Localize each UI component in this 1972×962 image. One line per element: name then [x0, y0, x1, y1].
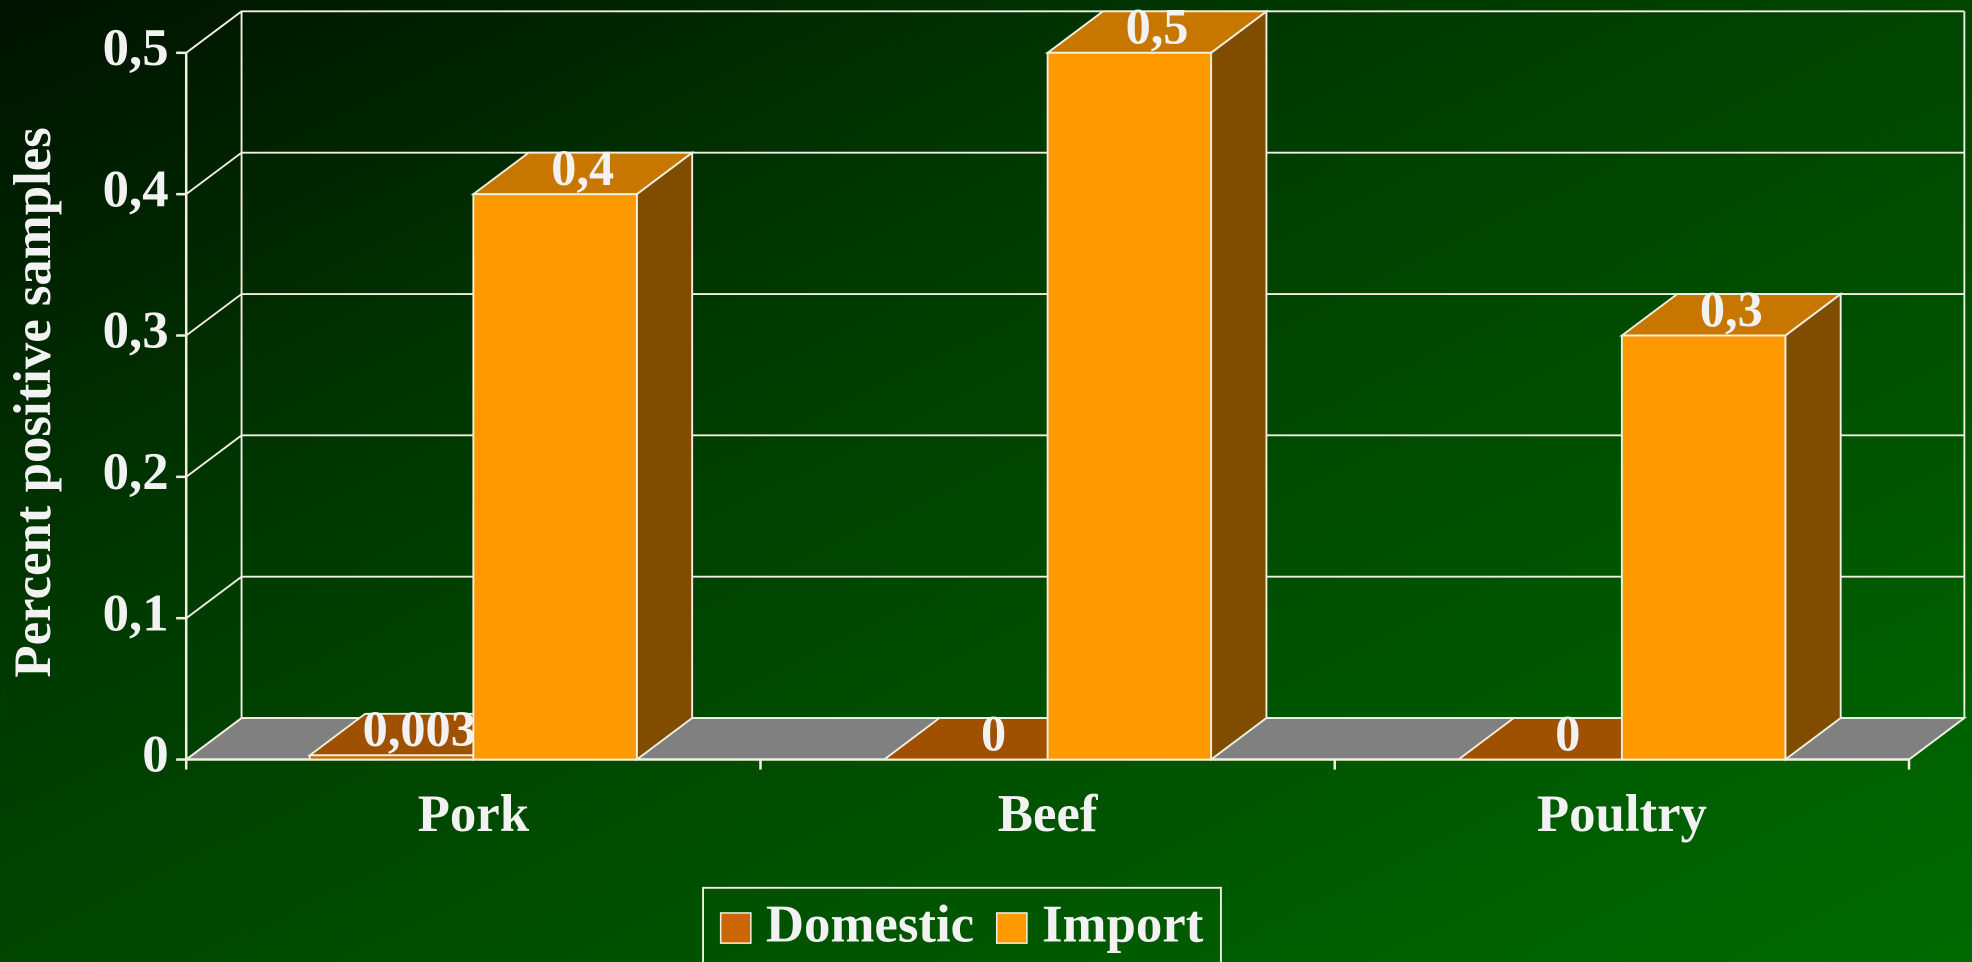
bar	[1620, 334, 1787, 761]
y-tick-label: 0,2	[103, 443, 169, 501]
legend-label: Domestic	[766, 895, 974, 953]
grid-line	[185, 10, 1965, 54]
grid-line	[185, 151, 1965, 195]
bar-side	[1210, 9, 1268, 762]
grid-line	[185, 575, 1965, 619]
y-tick-label: 0,4	[103, 160, 169, 218]
grid-line	[185, 293, 1965, 337]
y-tick-label: 0,5	[103, 19, 169, 77]
bar-side	[1784, 292, 1842, 762]
value-label: 0,4	[551, 140, 614, 196]
legend-box	[702, 886, 1222, 962]
y-tick-label: 0,1	[103, 584, 169, 642]
grid-line	[185, 717, 1965, 761]
value-label: 0	[1555, 705, 1580, 761]
value-label: 0	[981, 705, 1006, 761]
bar	[1046, 51, 1213, 761]
bar-side	[635, 150, 694, 762]
y-tick-label: 0	[142, 726, 168, 784]
bar	[472, 193, 638, 761]
legend-label: Import	[1042, 895, 1204, 953]
value-label: 0,3	[1700, 281, 1763, 337]
legend-swatch	[995, 912, 1028, 944]
y-tick-label: 0,3	[103, 302, 169, 360]
x-tick-label: Pork	[418, 785, 530, 843]
value-label: 0,5	[1126, 0, 1189, 55]
x-tick-label: Beef	[998, 785, 1099, 843]
legend-swatch	[719, 912, 752, 944]
y-axis-title: Percent positive samples	[4, 127, 62, 677]
value-label: 0,003	[363, 701, 476, 757]
x-tick-label: Poultry	[1537, 785, 1707, 843]
grid-line	[185, 434, 1965, 478]
